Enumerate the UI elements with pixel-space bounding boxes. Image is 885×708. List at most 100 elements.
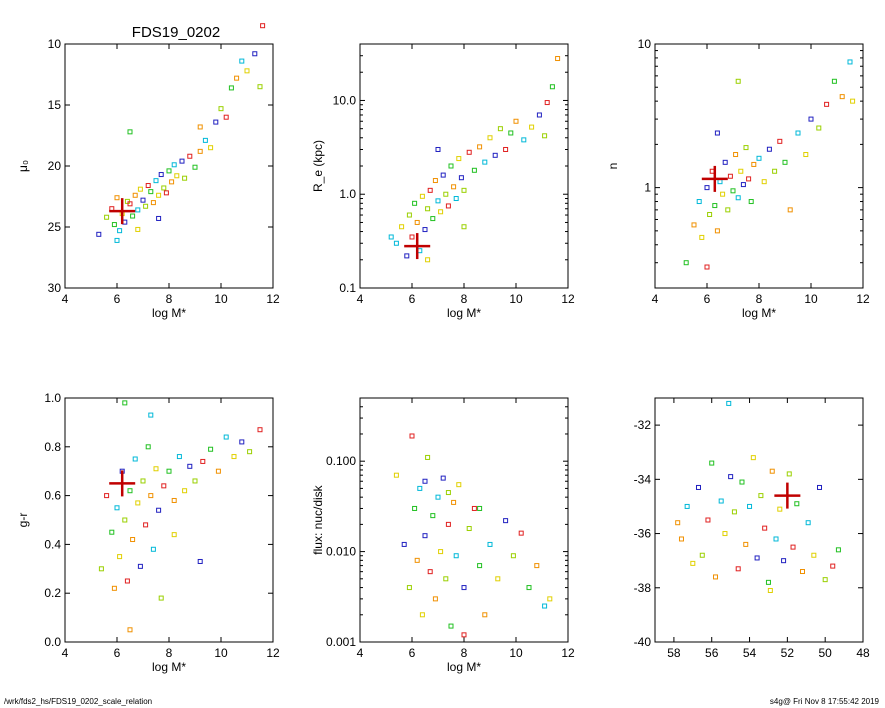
- data-point: [239, 58, 245, 64]
- data-point: [114, 505, 120, 511]
- data-point: [215, 468, 221, 474]
- data-point: [187, 153, 193, 159]
- y-tick-label: 30: [48, 281, 62, 295]
- x-tick-label: 58: [667, 646, 681, 660]
- data-point: [756, 155, 762, 161]
- data-point: [414, 219, 420, 225]
- data-point: [104, 214, 110, 220]
- data-point: [122, 400, 128, 406]
- data-point: [409, 234, 415, 240]
- data-point: [707, 211, 713, 217]
- data-point: [461, 585, 467, 591]
- y-tick-label: 0.8: [44, 440, 61, 454]
- data-point: [406, 212, 412, 218]
- data-point: [713, 574, 719, 580]
- data-point: [171, 532, 177, 538]
- x-tick-label: 50: [819, 646, 833, 660]
- data-point: [714, 130, 720, 136]
- y-axis-label: g-r: [16, 513, 30, 528]
- data-point: [769, 468, 775, 474]
- data-point: [192, 164, 198, 170]
- data-point: [427, 569, 433, 575]
- y-axis-label: n: [606, 163, 620, 170]
- data-point: [542, 133, 548, 139]
- data-point: [161, 483, 167, 489]
- data-point: [799, 569, 805, 575]
- data-point: [443, 191, 449, 197]
- data-point: [435, 198, 441, 204]
- data-point: [718, 498, 724, 504]
- data-point: [542, 603, 548, 609]
- data-point: [163, 190, 169, 196]
- data-point: [401, 541, 407, 547]
- data-point: [197, 558, 203, 564]
- data-point: [111, 585, 117, 591]
- data-point: [510, 553, 516, 559]
- data-point: [690, 560, 696, 566]
- data-point: [712, 203, 718, 209]
- x-tick-label: 8: [166, 646, 173, 660]
- data-point: [699, 552, 705, 558]
- data-point: [427, 187, 433, 193]
- data-point: [409, 433, 415, 439]
- plot-frame: [359, 397, 569, 643]
- data-point: [824, 101, 830, 107]
- data-point: [762, 525, 768, 531]
- data-point: [456, 156, 462, 162]
- footer-stamp: s4g@ Fri Nov 8 17:55:42 2019: [769, 697, 879, 706]
- y-tick-label: 10: [48, 37, 62, 51]
- data-point: [850, 98, 856, 104]
- data-point: [445, 490, 451, 496]
- data-point: [717, 179, 723, 185]
- data-point: [492, 152, 498, 158]
- y-tick-label: -32: [634, 418, 652, 432]
- data-point: [150, 200, 156, 206]
- data-point: [187, 463, 193, 469]
- data-point: [422, 533, 428, 539]
- data-point: [748, 199, 754, 205]
- data-point: [482, 612, 488, 618]
- data-point: [135, 207, 141, 213]
- panel-4: 4 6 8 10 12 0.0 0.2 0.4 0.6 0.8 1.0 log M* g-r: [16, 391, 280, 674]
- data-point: [684, 503, 690, 509]
- x-tick-label: 8: [461, 646, 468, 660]
- data-point: [521, 137, 527, 143]
- data-point: [127, 201, 133, 207]
- data-point: [544, 100, 550, 106]
- data-point: [822, 577, 828, 583]
- data-point: [179, 158, 185, 164]
- data-point: [443, 576, 449, 582]
- data-point: [435, 146, 441, 152]
- data-point: [127, 129, 133, 135]
- data-point: [808, 116, 814, 122]
- data-point: [260, 23, 266, 29]
- data-point: [153, 466, 159, 472]
- data-point: [111, 222, 117, 228]
- x-tick-label: 6: [409, 646, 416, 660]
- y-tick-label: 15: [48, 98, 62, 112]
- y-tick-label: 0.010: [326, 545, 356, 559]
- data-point: [239, 439, 245, 445]
- data-point: [458, 175, 464, 181]
- data-point: [743, 541, 749, 547]
- data-point: [109, 529, 115, 535]
- data-point: [803, 152, 809, 158]
- data-point: [244, 68, 250, 74]
- data-point: [430, 216, 436, 222]
- data-point: [156, 507, 162, 513]
- plot-frame: [359, 43, 569, 289]
- data-point: [735, 195, 741, 201]
- data-point: [751, 161, 757, 167]
- data-point: [445, 203, 451, 209]
- data-point: [471, 505, 477, 511]
- data-point: [547, 596, 553, 602]
- data-point: [549, 84, 555, 90]
- data-point: [750, 455, 756, 461]
- plot-frame: [654, 43, 864, 289]
- data-point: [135, 226, 141, 232]
- x-tick-label: 12: [266, 646, 280, 660]
- data-point: [393, 472, 399, 478]
- x-tick-label: 6: [114, 646, 121, 660]
- data-point: [678, 536, 684, 542]
